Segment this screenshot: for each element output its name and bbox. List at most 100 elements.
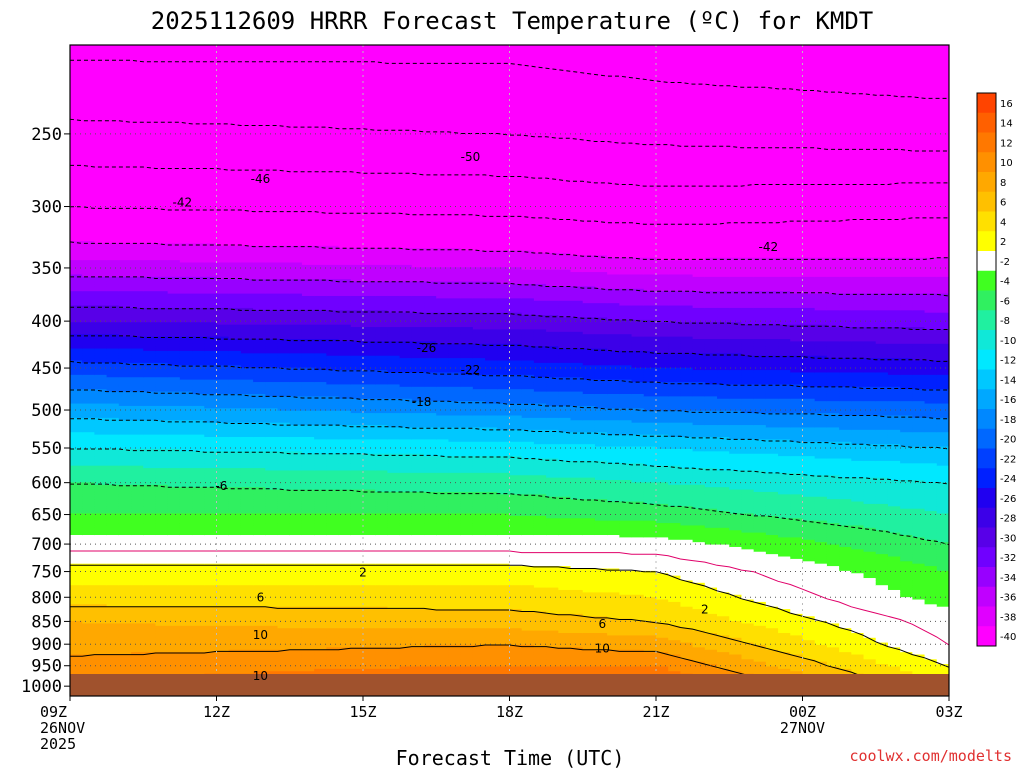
band-cell bbox=[82, 260, 96, 264]
band-cell bbox=[82, 305, 96, 309]
band-cell bbox=[118, 236, 132, 240]
band-cell bbox=[94, 561, 108, 565]
band-cell bbox=[70, 66, 83, 70]
band-cell bbox=[106, 56, 120, 60]
band-cell bbox=[70, 341, 83, 345]
band-cell bbox=[106, 585, 120, 589]
band-cell bbox=[118, 190, 132, 194]
band-cell bbox=[106, 465, 120, 469]
band-cell bbox=[82, 415, 96, 419]
band-cell bbox=[94, 245, 108, 249]
band-cell bbox=[94, 274, 108, 278]
band-cell bbox=[70, 305, 83, 309]
band-cell bbox=[106, 434, 120, 438]
band-cell bbox=[94, 116, 108, 120]
band-cell bbox=[70, 391, 83, 395]
band-cell bbox=[82, 585, 96, 589]
band-cell bbox=[94, 537, 108, 541]
band-cell bbox=[106, 135, 120, 139]
band-cell bbox=[94, 109, 108, 113]
band-cell bbox=[106, 606, 120, 610]
band-cell bbox=[82, 511, 96, 515]
band-cell bbox=[82, 267, 96, 271]
band-cell bbox=[82, 255, 96, 259]
band-cell bbox=[70, 307, 83, 311]
band-cell bbox=[82, 102, 96, 106]
band-cell bbox=[106, 241, 120, 244]
band-cell bbox=[94, 217, 108, 221]
band-cell bbox=[70, 477, 83, 481]
band-cell bbox=[82, 186, 96, 190]
band-cell bbox=[94, 331, 108, 335]
band-cell bbox=[106, 570, 120, 574]
band-cell bbox=[94, 649, 108, 653]
band-cell bbox=[94, 68, 108, 72]
band-cell bbox=[82, 80, 96, 84]
band-cell bbox=[94, 238, 108, 242]
band-cell bbox=[70, 582, 83, 586]
band-cell bbox=[70, 374, 83, 378]
band-cell bbox=[118, 133, 132, 137]
band-cell bbox=[106, 195, 120, 199]
band-cell bbox=[70, 358, 83, 362]
band-cell bbox=[106, 604, 120, 608]
band-cell bbox=[82, 276, 96, 280]
band-cell bbox=[94, 499, 108, 503]
band-cell bbox=[118, 226, 132, 230]
band-cell bbox=[70, 437, 83, 440]
band-cell bbox=[70, 515, 83, 519]
band-cell bbox=[82, 269, 96, 273]
band-cell bbox=[82, 245, 96, 249]
band-cell bbox=[82, 666, 96, 670]
band-cell bbox=[94, 355, 108, 359]
band-cell bbox=[82, 475, 96, 479]
band-cell bbox=[94, 248, 108, 252]
band-cell bbox=[70, 250, 83, 254]
band-cell bbox=[94, 312, 108, 316]
band-cell bbox=[106, 558, 120, 562]
band-cell bbox=[94, 202, 108, 206]
band-cell bbox=[70, 190, 83, 194]
band-cell bbox=[70, 114, 83, 118]
band-cell bbox=[94, 391, 108, 395]
band-cell bbox=[106, 668, 120, 672]
band-cell bbox=[118, 76, 132, 80]
band-cell bbox=[94, 671, 108, 675]
band-cell bbox=[70, 288, 83, 292]
band-cell bbox=[118, 68, 132, 72]
band-cell bbox=[118, 78, 132, 82]
band-cell bbox=[82, 307, 96, 311]
band-cell bbox=[106, 205, 120, 209]
band-cell bbox=[70, 327, 83, 331]
band-cell bbox=[106, 295, 120, 299]
band-cell bbox=[106, 90, 120, 94]
band-cell bbox=[106, 561, 120, 565]
band-cell bbox=[70, 171, 83, 175]
band-cell bbox=[82, 121, 96, 125]
band-cell bbox=[94, 181, 108, 185]
band-cell bbox=[70, 138, 83, 142]
band-cell bbox=[94, 88, 108, 92]
band-cell bbox=[106, 327, 120, 331]
band-cell bbox=[106, 618, 120, 622]
band-cell bbox=[106, 546, 120, 550]
band-cell bbox=[70, 630, 83, 634]
band-cell bbox=[94, 52, 108, 56]
band-cell bbox=[94, 303, 108, 307]
band-cell bbox=[70, 68, 83, 72]
band-cell bbox=[70, 470, 83, 474]
band-cell bbox=[94, 480, 108, 484]
band-cell bbox=[106, 193, 120, 197]
band-cell bbox=[94, 126, 108, 130]
band-cell bbox=[82, 441, 96, 445]
band-cell bbox=[106, 54, 120, 58]
band-cell bbox=[70, 293, 83, 297]
band-cell bbox=[70, 503, 83, 507]
band-cell bbox=[106, 501, 120, 505]
band-cell bbox=[70, 73, 83, 77]
band-cell bbox=[106, 633, 120, 636]
band-cell bbox=[106, 264, 120, 268]
band-cell bbox=[70, 319, 83, 323]
band-cell bbox=[106, 417, 120, 421]
band-cell bbox=[82, 99, 96, 103]
